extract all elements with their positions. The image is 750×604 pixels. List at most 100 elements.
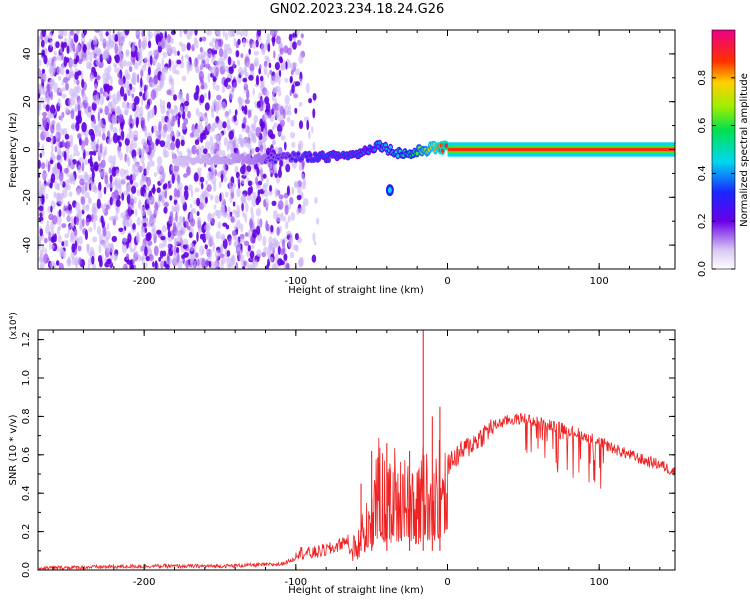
noise-speckle [233,38,237,47]
trace-core [388,145,393,149]
noise-speckle [79,137,82,146]
noise-speckle [204,92,207,99]
noise-speckle [91,255,95,265]
noise-speckle [82,56,86,63]
noise-speckle [172,222,177,233]
noise-speckle [298,162,303,172]
noise-speckle [133,45,138,53]
noise-speckle [38,216,44,222]
noise-speckle [181,54,184,61]
noise-speckle [236,187,241,198]
noise-speckle [224,111,230,119]
noise-speckle [284,94,290,105]
noise-speckle [47,205,51,213]
noise-speckle [275,35,281,45]
noise-speckle [240,53,244,59]
noise-speckle [135,117,139,128]
noise-speckle [305,82,310,94]
noise-speckle [211,142,217,153]
noise-speckle [194,187,200,193]
noise-speckle [173,237,177,248]
noise-speckle [123,190,128,196]
noise-speckle [49,79,54,87]
noise-speckle [133,264,137,269]
noise-speckle [220,204,226,213]
noise-speckle [290,119,295,127]
noise-speckle [129,149,132,155]
noise-speckle [210,248,213,258]
side-blob-core [387,187,392,194]
noise-speckle [162,51,168,59]
noise-speckle [109,196,113,206]
noise-speckle [159,98,163,109]
noise-speckle [126,259,131,265]
noise-speckle [53,82,58,93]
y-tick-label: 0.2 [21,524,32,540]
noise-speckle [198,124,204,134]
noise-speckle [229,196,233,204]
noise-speckle [89,75,93,82]
noise-speckle [58,196,64,205]
noise-speckle [172,115,177,122]
noise-speckle [213,134,219,140]
noise-speckle [176,129,180,138]
noise-speckle [252,132,256,139]
noise-speckle [277,89,282,97]
noise-speckle [60,113,64,123]
trace-halo [255,153,261,159]
noise-speckle [144,89,149,101]
noise-speckle [106,258,112,265]
noise-speckle [172,152,176,161]
noise-speckle [146,208,152,216]
noise-speckle [144,246,148,257]
noise-speckle [170,141,176,151]
noise-speckle [233,114,237,122]
noise-speckle [99,95,105,106]
noise-speckle [38,141,41,150]
noise-speckle [101,124,106,134]
noise-speckle [119,168,126,178]
noise-speckle [77,100,82,111]
noise-speckle [114,34,119,43]
noise-speckle [311,254,317,263]
noise-speckle [219,132,223,138]
noise-speckle [54,146,58,153]
trace-core [312,158,316,162]
colorbar-gradient [712,30,735,269]
noise-speckle [113,62,116,68]
noise-speckle [57,234,62,243]
noise-speckle [287,215,291,223]
noise-speckle [255,207,261,217]
noise-speckle [101,241,107,247]
noise-speckle [41,194,45,205]
noise-speckle [120,63,124,70]
noise-speckle [164,190,168,199]
noise-speckle [279,159,284,168]
noise-speckle [222,121,227,129]
noise-speckle [153,245,159,256]
noise-speckle [203,82,208,88]
x-tick-label: -200 [133,276,156,287]
colorbar-tick-label: 0.0 [697,261,708,277]
noise-speckle [294,81,301,87]
noise-speckle [48,231,51,242]
noise-speckle [213,263,219,269]
noise-speckle [65,57,70,63]
noise-speckle [277,131,283,136]
noise-speckle [144,186,150,191]
noise-speckle [97,111,101,122]
noise-speckle [199,245,204,256]
noise-speckle [132,255,136,266]
noise-speckle [223,137,229,147]
noise-speckle [230,187,235,193]
noise-speckle [92,236,98,243]
noise-speckle [224,211,229,216]
noise-speckle [298,140,304,151]
noise-speckle [294,68,300,76]
noise-speckle [243,260,247,267]
noise-speckle [263,112,268,121]
noise-speckle [229,89,234,100]
noise-speckle [114,54,120,64]
noise-speckle [209,194,214,201]
noise-speckle [80,35,86,45]
